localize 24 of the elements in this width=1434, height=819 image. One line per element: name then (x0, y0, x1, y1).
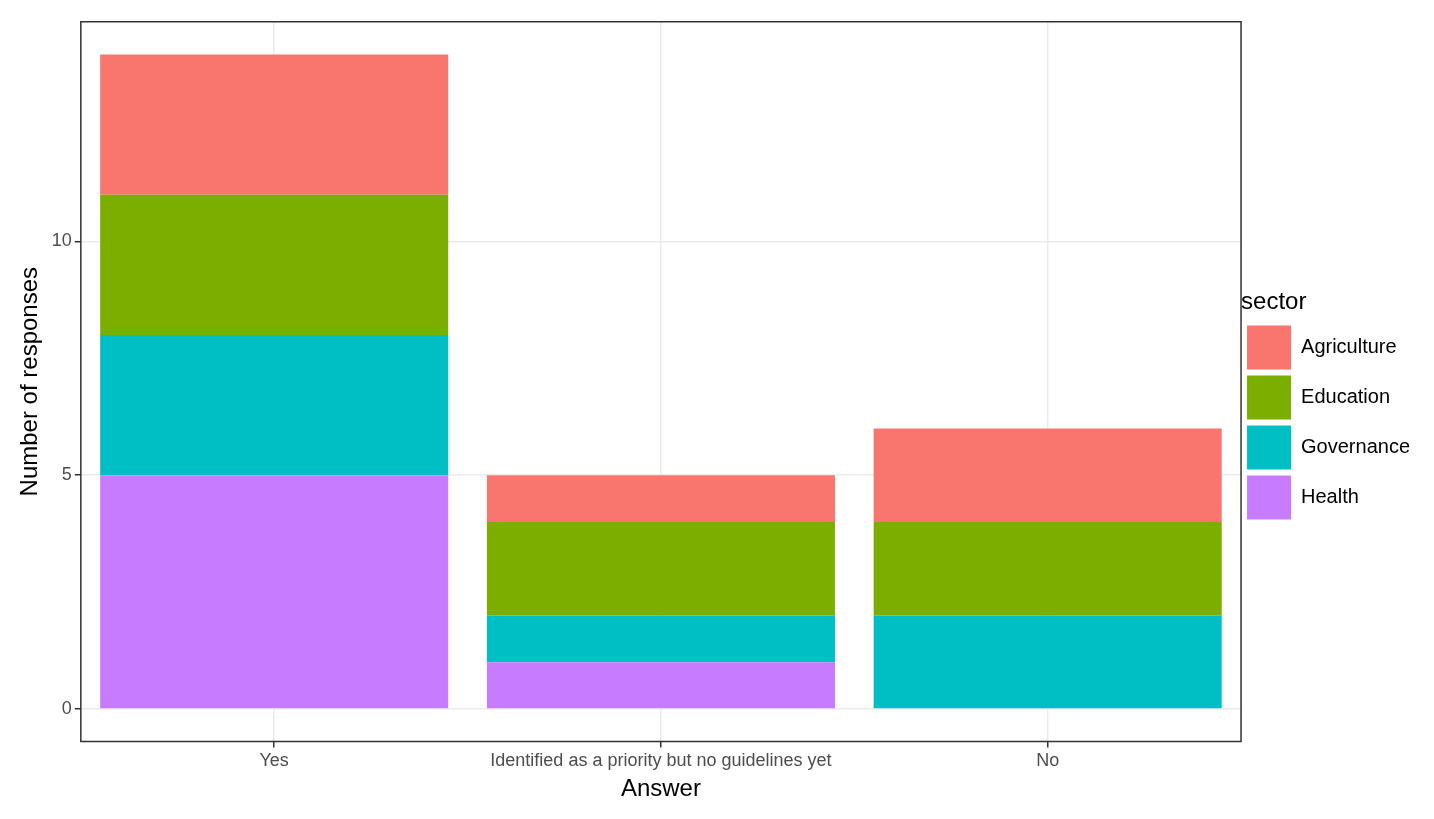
x-axis-title: Answer (620, 774, 701, 802)
y-tick-label: 10 (51, 230, 72, 251)
y-tick-label: 0 (61, 697, 72, 718)
bar (100, 475, 449, 709)
bar (873, 521, 1222, 616)
bar (100, 54, 449, 195)
legend-label: Health (1301, 484, 1359, 507)
legend-title: sector (1241, 287, 1307, 315)
y-tick-label: 5 (61, 464, 72, 485)
bar (486, 662, 835, 709)
bar (873, 428, 1222, 522)
bar (100, 194, 449, 335)
legend-label: Governance (1301, 434, 1411, 457)
legend-label: Education (1301, 384, 1391, 407)
bar (486, 475, 835, 522)
legend-label: Agriculture (1301, 334, 1397, 357)
x-tick-label: Yes (259, 750, 289, 771)
x-tick-label: Identified as a priority but no guidelines yet (490, 750, 832, 771)
bar (486, 615, 835, 663)
bar (100, 334, 449, 476)
y-axis-title: Number of responses (15, 266, 43, 497)
bar (486, 521, 835, 616)
bar (873, 615, 1222, 709)
x-tick-label: No (1036, 750, 1060, 771)
